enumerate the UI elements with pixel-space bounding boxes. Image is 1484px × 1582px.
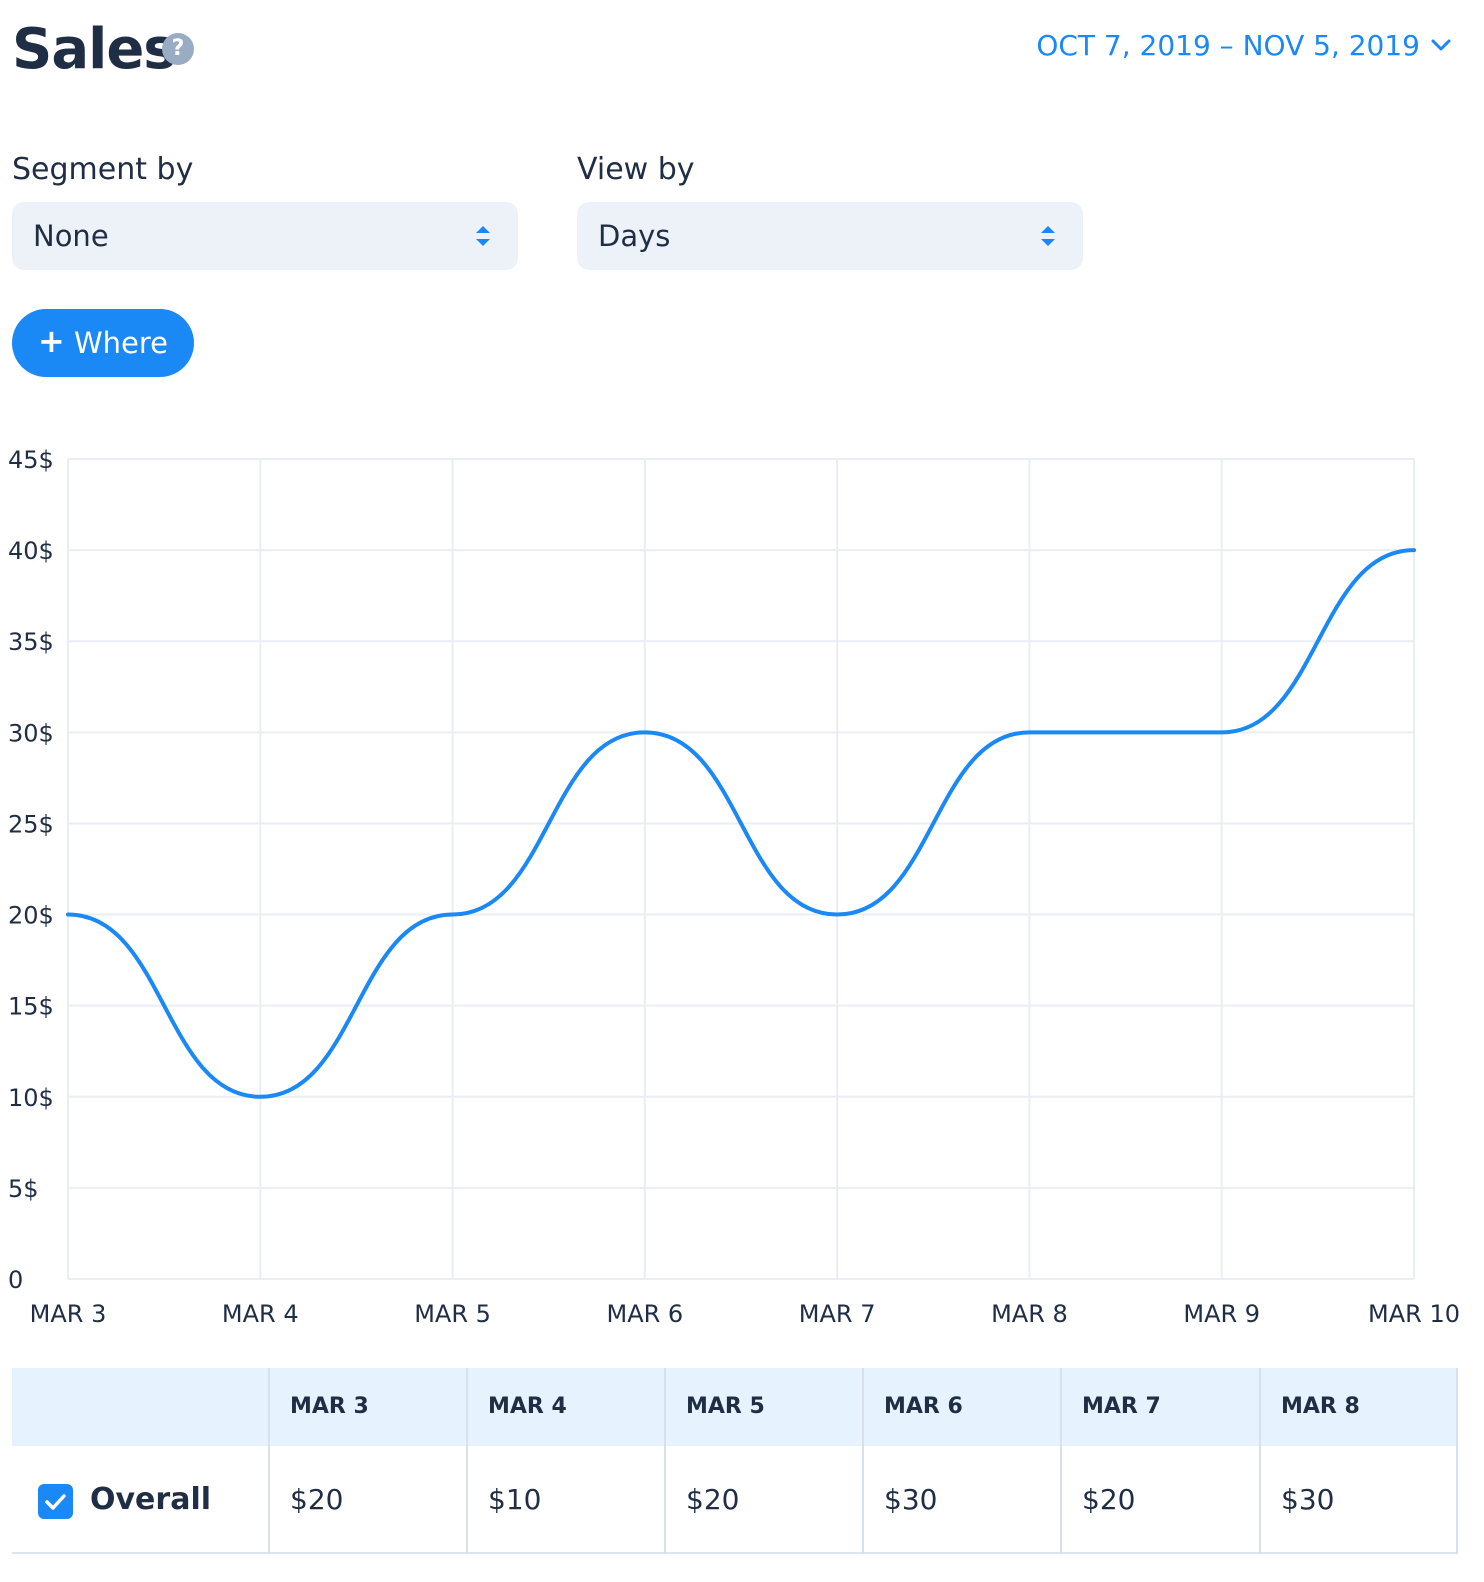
y-tick-label: 40$ (8, 537, 54, 565)
checkmark-icon (45, 1494, 66, 1510)
sales-table: MAR 3 MAR 4 MAR 5 MAR 6 MAR 7 MAR 8 Over… (12, 1368, 1458, 1556)
table-header-cell: MAR 8 (1281, 1394, 1360, 1419)
table-header-cell: MAR 7 (1082, 1394, 1161, 1419)
table-cell: $30 (1281, 1483, 1335, 1516)
table-header-cell: MAR 5 (686, 1394, 765, 1419)
table-header-cell: MAR 4 (488, 1394, 567, 1419)
y-tick-label: 5$ (8, 1175, 39, 1203)
y-tick-label: 35$ (8, 628, 54, 656)
date-range-picker[interactable]: OCT 7, 2019 – NOV 5, 2019 (1036, 29, 1420, 62)
plus-icon: + (38, 322, 65, 360)
column-divider (1259, 1368, 1261, 1554)
y-tick-label: 20$ (8, 902, 54, 930)
column-divider (664, 1368, 666, 1554)
table-header: MAR 3 MAR 4 MAR 5 MAR 6 MAR 7 MAR 8 (12, 1368, 1458, 1446)
table-cell: $20 (686, 1483, 740, 1516)
table-cell: $10 (488, 1483, 542, 1516)
page-title: Sales (12, 17, 177, 82)
y-tick-label: 25$ (8, 810, 54, 838)
x-tick-label: MAR 3 (30, 1300, 107, 1328)
table-header-cell: MAR 6 (884, 1394, 963, 1419)
add-where-filter-button[interactable]: + Where (12, 309, 194, 377)
table-cell: $30 (884, 1483, 938, 1516)
view-by-value: Days (598, 219, 671, 253)
x-tick-label: MAR 8 (991, 1300, 1068, 1328)
column-divider (1060, 1368, 1062, 1554)
x-tick-label: MAR 4 (222, 1300, 299, 1328)
view-by-select[interactable]: Days (577, 202, 1083, 270)
segment-by-label: Segment by (12, 152, 194, 187)
table-cell: $20 (1082, 1483, 1136, 1516)
x-tick-label: MAR 7 (799, 1300, 876, 1328)
x-tick-label: MAR 10 (1368, 1300, 1460, 1328)
sales-line-chart: 0 5$ 10$ 15$ 20$ 25$ 30$ 35$ 40$ 45$ MAR 3 MAR 4 MAR… (8, 446, 1460, 1328)
column-divider (1456, 1368, 1458, 1554)
segment-by-select[interactable]: None (12, 202, 518, 270)
view-by-label: View by (577, 152, 695, 187)
y-tick-label: 10$ (8, 1084, 54, 1112)
table-row: Overall $20 $10 $20 $30 $20 $30 (12, 1446, 1458, 1554)
overall-checkbox[interactable] (38, 1484, 73, 1519)
x-tick-label: MAR 6 (607, 1300, 684, 1328)
x-tick-label: MAR 9 (1183, 1300, 1260, 1328)
x-tick-label: MAR 5 (414, 1300, 491, 1328)
select-arrows-icon (1041, 226, 1055, 246)
chevron-down-icon[interactable] (1430, 30, 1452, 60)
y-tick-label: 30$ (8, 719, 54, 747)
table-cell: $20 (290, 1483, 344, 1516)
y-tick-label: 45$ (8, 446, 54, 474)
y-tick-label: 0 (8, 1266, 23, 1294)
table-header-cell: MAR 3 (290, 1394, 369, 1419)
column-divider (466, 1368, 468, 1554)
help-icon[interactable]: ? (162, 33, 194, 65)
select-arrows-icon (476, 226, 490, 246)
sales-series-line (66, 548, 1416, 1099)
segment-by-value: None (33, 219, 109, 253)
y-tick-label: 15$ (8, 993, 54, 1021)
row-label-overall: Overall (90, 1482, 212, 1517)
where-button-label: Where (74, 326, 169, 360)
column-divider (862, 1368, 864, 1554)
column-divider (268, 1368, 270, 1554)
